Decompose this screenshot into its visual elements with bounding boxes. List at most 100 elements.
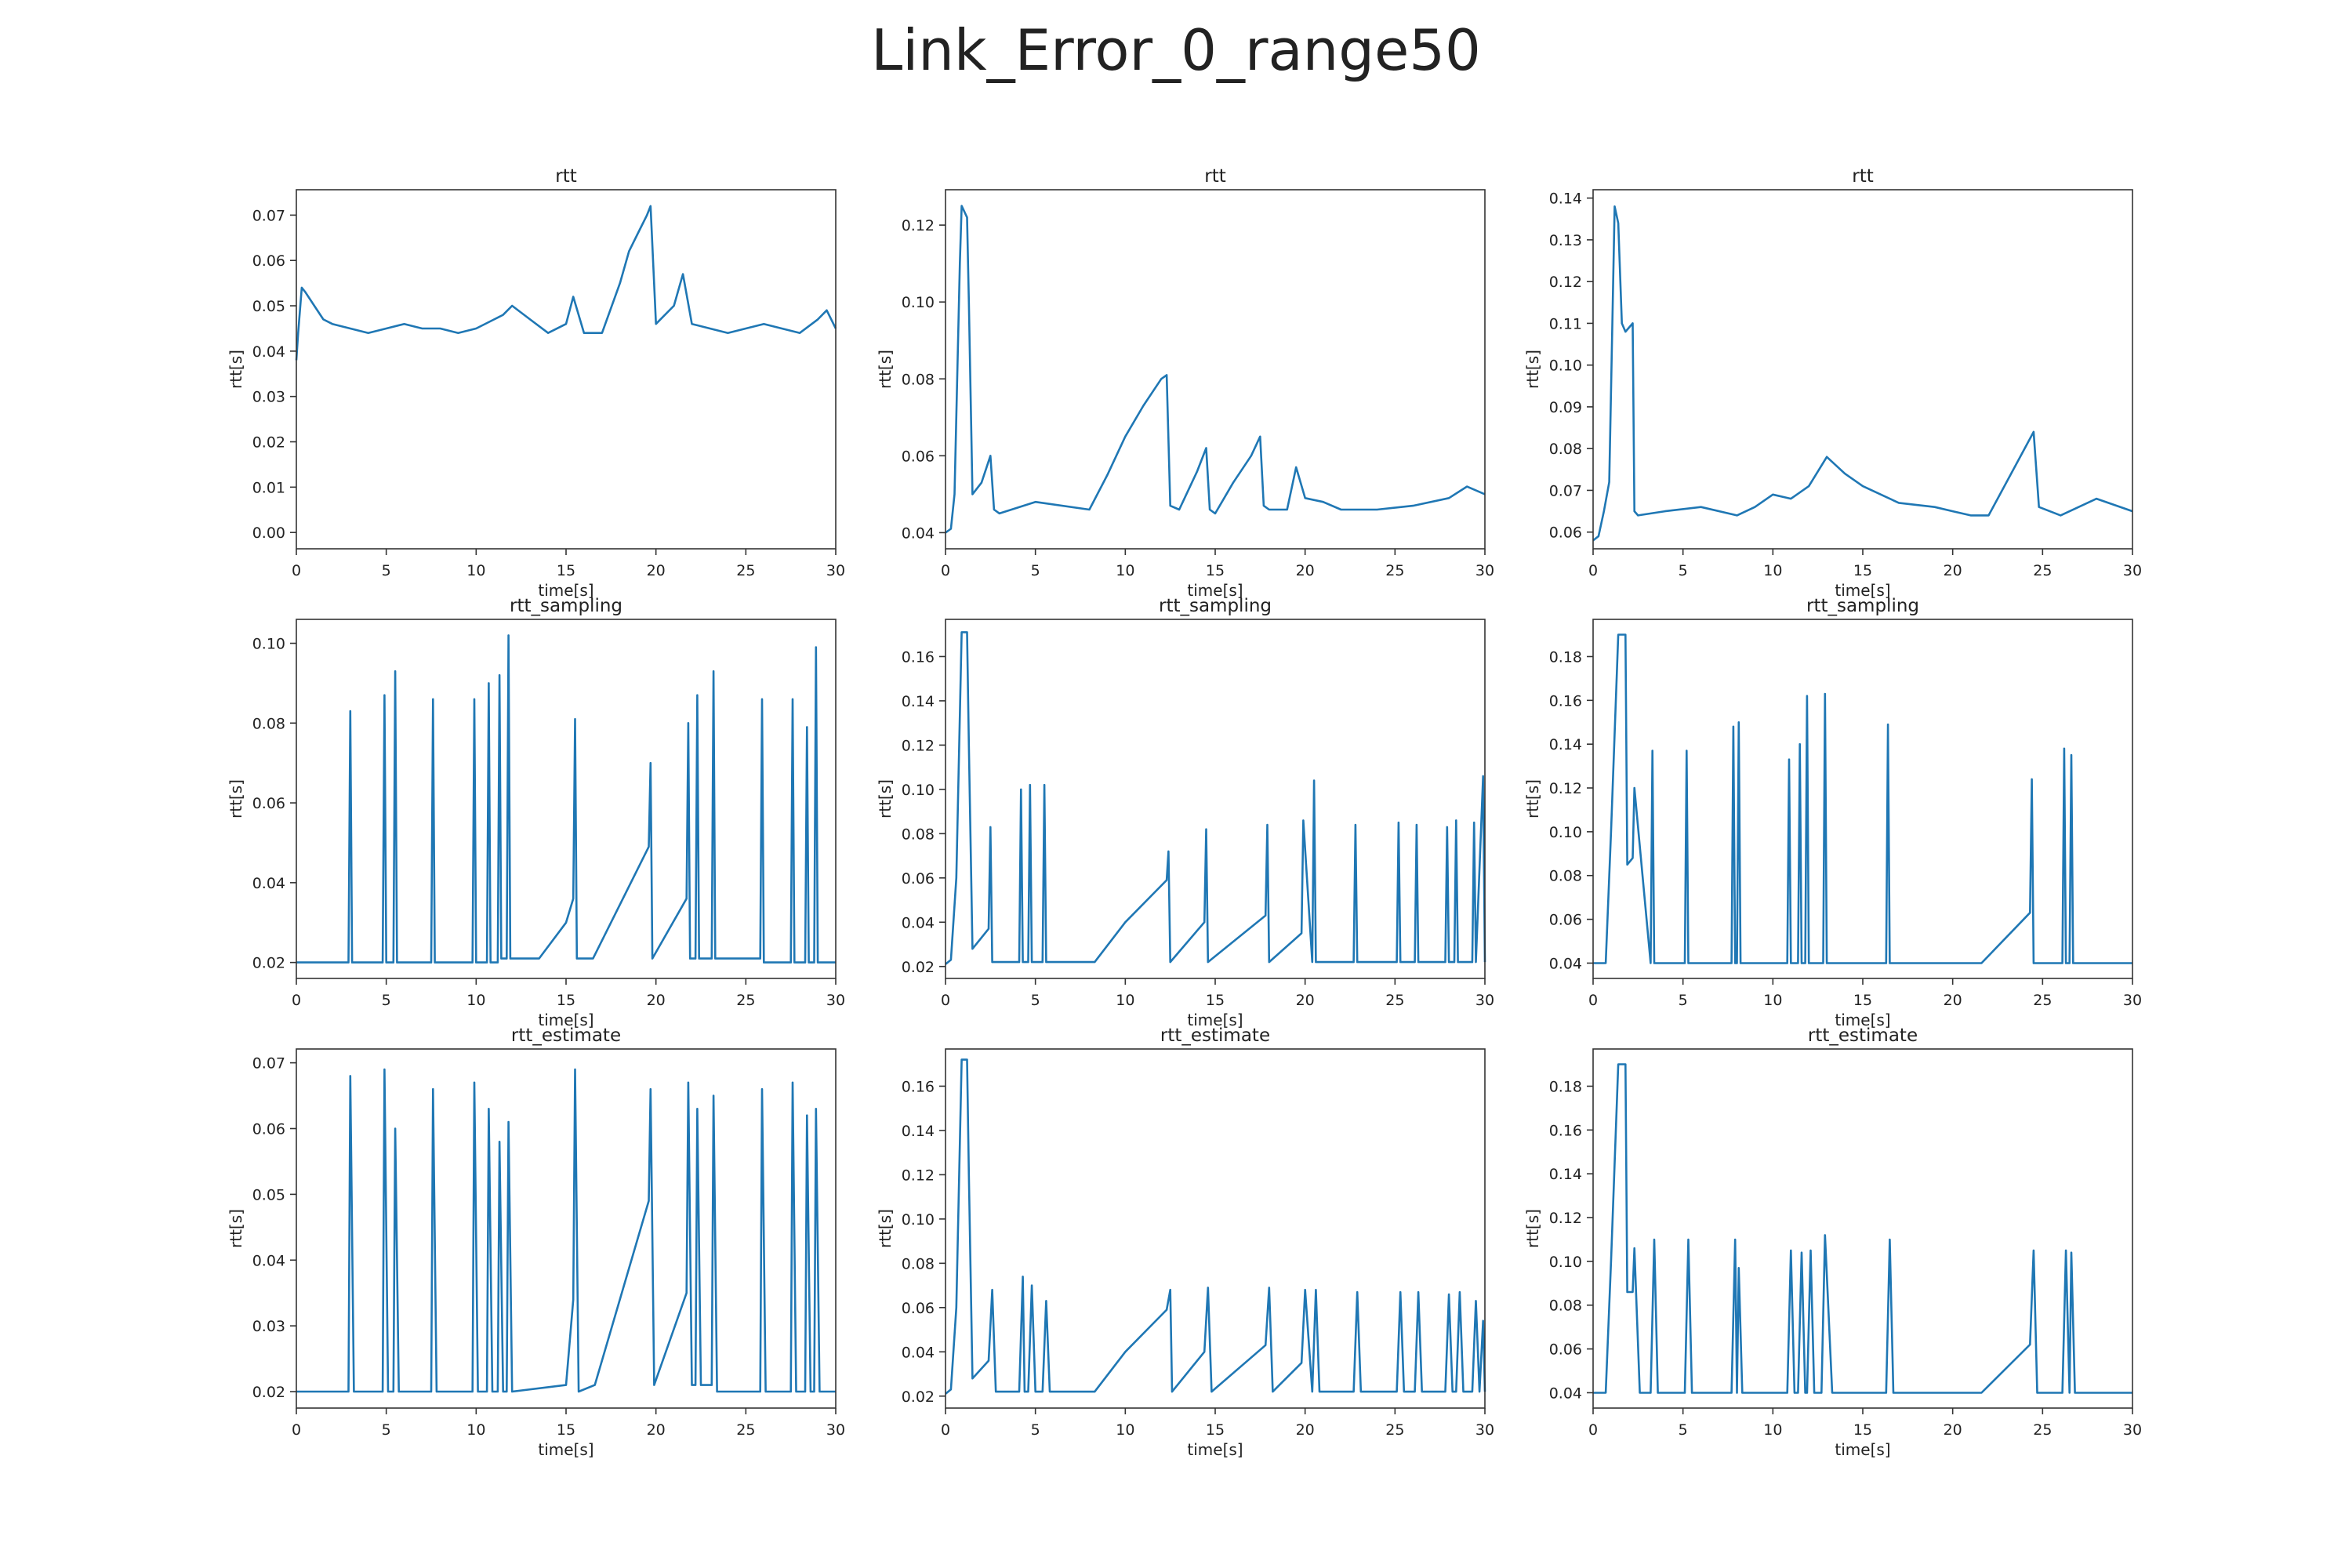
y-tick-label: 0.02 — [252, 955, 285, 972]
figure-title: Link_Error_0_range50 — [871, 17, 1481, 83]
x-tick-label: 0 — [1588, 992, 1598, 1009]
x-tick-label: 5 — [1031, 992, 1040, 1009]
y-tick-label: 0.06 — [252, 252, 285, 270]
y-tick-label: 0.04 — [1549, 1385, 1582, 1402]
x-tick-label: 20 — [1296, 1421, 1315, 1439]
y-axis-label: rtt[s] — [876, 350, 895, 389]
y-tick-label: 0.10 — [902, 782, 935, 799]
y-tick-label: 0.06 — [1549, 524, 1582, 542]
x-tick-label: 15 — [1853, 992, 1872, 1009]
x-tick-label: 30 — [826, 992, 845, 1009]
subplot-title: rtt — [1204, 166, 1226, 187]
x-tick-label: 30 — [826, 562, 845, 579]
y-tick-label: 0.02 — [252, 1384, 285, 1401]
x-axis-label: time[s] — [1835, 1011, 1890, 1029]
subplot-3: 0 5 10 15 20 25 30 0.06 0.07 0.08 0.09 0.10 0.11 0.12… — [1523, 166, 2142, 600]
y-tick-label: 0.03 — [252, 1318, 285, 1335]
y-tick-label: 0.10 — [252, 636, 285, 653]
y-tick-label: 0.02 — [902, 1388, 935, 1406]
x-tick-label: 0 — [292, 562, 301, 579]
subplot-9: 0 5 10 15 20 25 30 0.04 0.06 0.08 0.10 0.12 0.14 0.16… — [1523, 1025, 2142, 1459]
y-axis-label: rtt[s] — [227, 1209, 245, 1248]
y-tick-label: 0.10 — [1549, 358, 1582, 375]
x-tick-label: 0 — [941, 1421, 950, 1439]
x-tick-label: 15 — [1853, 562, 1872, 579]
x-tick-label: 5 — [1031, 562, 1040, 579]
x-tick-label: 20 — [647, 992, 666, 1009]
y-axis-label: rtt[s] — [1523, 350, 1542, 389]
x-tick-label: 25 — [2033, 1421, 2052, 1439]
x-tick-label: 5 — [382, 562, 391, 579]
x-tick-label: 0 — [941, 562, 950, 579]
subplot-6: 0 5 10 15 20 25 30 0.04 0.06 0.08 0.10 0.12 0.14 0.16… — [1523, 596, 2142, 1029]
y-tick-label: 0.16 — [902, 648, 935, 666]
series-line — [1593, 1063, 2132, 1394]
x-tick-label: 20 — [1944, 992, 1962, 1009]
y-tick-label: 0.12 — [1549, 780, 1582, 797]
x-tick-label: 10 — [466, 992, 485, 1009]
y-tick-label: 0.14 — [1549, 736, 1582, 753]
y-tick-label: 0.04 — [252, 1252, 285, 1269]
y-tick-label: 0.12 — [1549, 1210, 1582, 1227]
x-tick-label: 15 — [1206, 562, 1225, 579]
x-tick-label: 30 — [2123, 562, 2142, 579]
y-tick-label: 0.12 — [902, 217, 935, 234]
y-tick-label: 0.07 — [1549, 482, 1582, 499]
x-tick-label: 25 — [736, 992, 755, 1009]
x-tick-label: 10 — [466, 562, 485, 579]
y-axis-label: rtt[s] — [1523, 779, 1542, 818]
y-tick-label: 0.08 — [1549, 1298, 1582, 1315]
x-tick-label: 25 — [1385, 1421, 1404, 1439]
y-tick-label: 0.13 — [1549, 232, 1582, 249]
series-line — [945, 1058, 1486, 1395]
subplot-title: rtt_sampling — [1806, 596, 1919, 616]
x-tick-label: 10 — [1763, 562, 1782, 579]
subplot-2: 0 5 10 15 20 25 30 0.04 0.06 0.08 0.10 0.12 rtt time[… — [876, 166, 1494, 600]
x-axis-label: time[s] — [538, 1440, 593, 1459]
x-tick-label: 25 — [736, 562, 755, 579]
x-tick-label: 30 — [2123, 992, 2142, 1009]
x-tick-label: 10 — [1116, 992, 1134, 1009]
x-tick-label: 0 — [292, 1421, 301, 1439]
y-tick-label: 0.06 — [252, 1120, 285, 1138]
y-tick-label: 0.06 — [252, 795, 285, 812]
y-tick-label: 0.01 — [252, 479, 285, 496]
y-axis-label: rtt[s] — [876, 1209, 895, 1248]
x-tick-label: 15 — [1206, 992, 1225, 1009]
y-tick-label: 0.02 — [902, 959, 935, 976]
series-line — [1593, 633, 2132, 964]
subplot-4: 0 5 10 15 20 25 30 0.02 0.04 0.06 0.08 0.10 rtt_samp… — [227, 596, 845, 1029]
y-tick-label: 0.06 — [902, 1300, 935, 1317]
y-tick-label: 0.08 — [902, 371, 935, 388]
x-tick-label: 0 — [1588, 562, 1598, 579]
x-axis-label: time[s] — [1187, 1011, 1243, 1029]
y-tick-label: 0.06 — [902, 448, 935, 465]
x-tick-label: 20 — [647, 562, 666, 579]
y-tick-label: 0.08 — [902, 1255, 935, 1272]
y-tick-label: 0.04 — [902, 524, 935, 542]
y-tick-label: 0.04 — [252, 343, 285, 361]
x-axis-label: time[s] — [1835, 581, 1890, 600]
x-axis-label: time[s] — [1187, 1440, 1243, 1459]
x-tick-label: 10 — [1763, 1421, 1782, 1439]
subplot-7: 0 5 10 15 20 25 30 0.02 0.03 0.04 0.05 0.06 0.07 rtt_… — [227, 1025, 845, 1459]
axes-frame — [1592, 189, 2133, 550]
x-axis-label: time[s] — [1187, 581, 1243, 600]
y-tick-label: 0.18 — [1549, 648, 1582, 666]
y-tick-label: 0.16 — [1549, 692, 1582, 710]
x-tick-label: 25 — [736, 1421, 755, 1439]
y-axis-label: rtt[s] — [227, 350, 245, 389]
x-tick-label: 0 — [1588, 1421, 1598, 1439]
subplot-title: rtt_sampling — [510, 596, 622, 616]
x-tick-label: 15 — [557, 562, 575, 579]
y-axis-label: rtt[s] — [227, 779, 245, 818]
x-tick-label: 10 — [466, 1421, 485, 1439]
x-tick-label: 20 — [1296, 992, 1315, 1009]
series-line — [296, 634, 836, 964]
x-tick-label: 20 — [1944, 562, 1962, 579]
y-tick-label: 0.07 — [252, 1055, 285, 1073]
x-tick-label: 5 — [382, 992, 391, 1009]
x-tick-label: 25 — [2033, 562, 2052, 579]
series-line — [296, 1068, 836, 1393]
